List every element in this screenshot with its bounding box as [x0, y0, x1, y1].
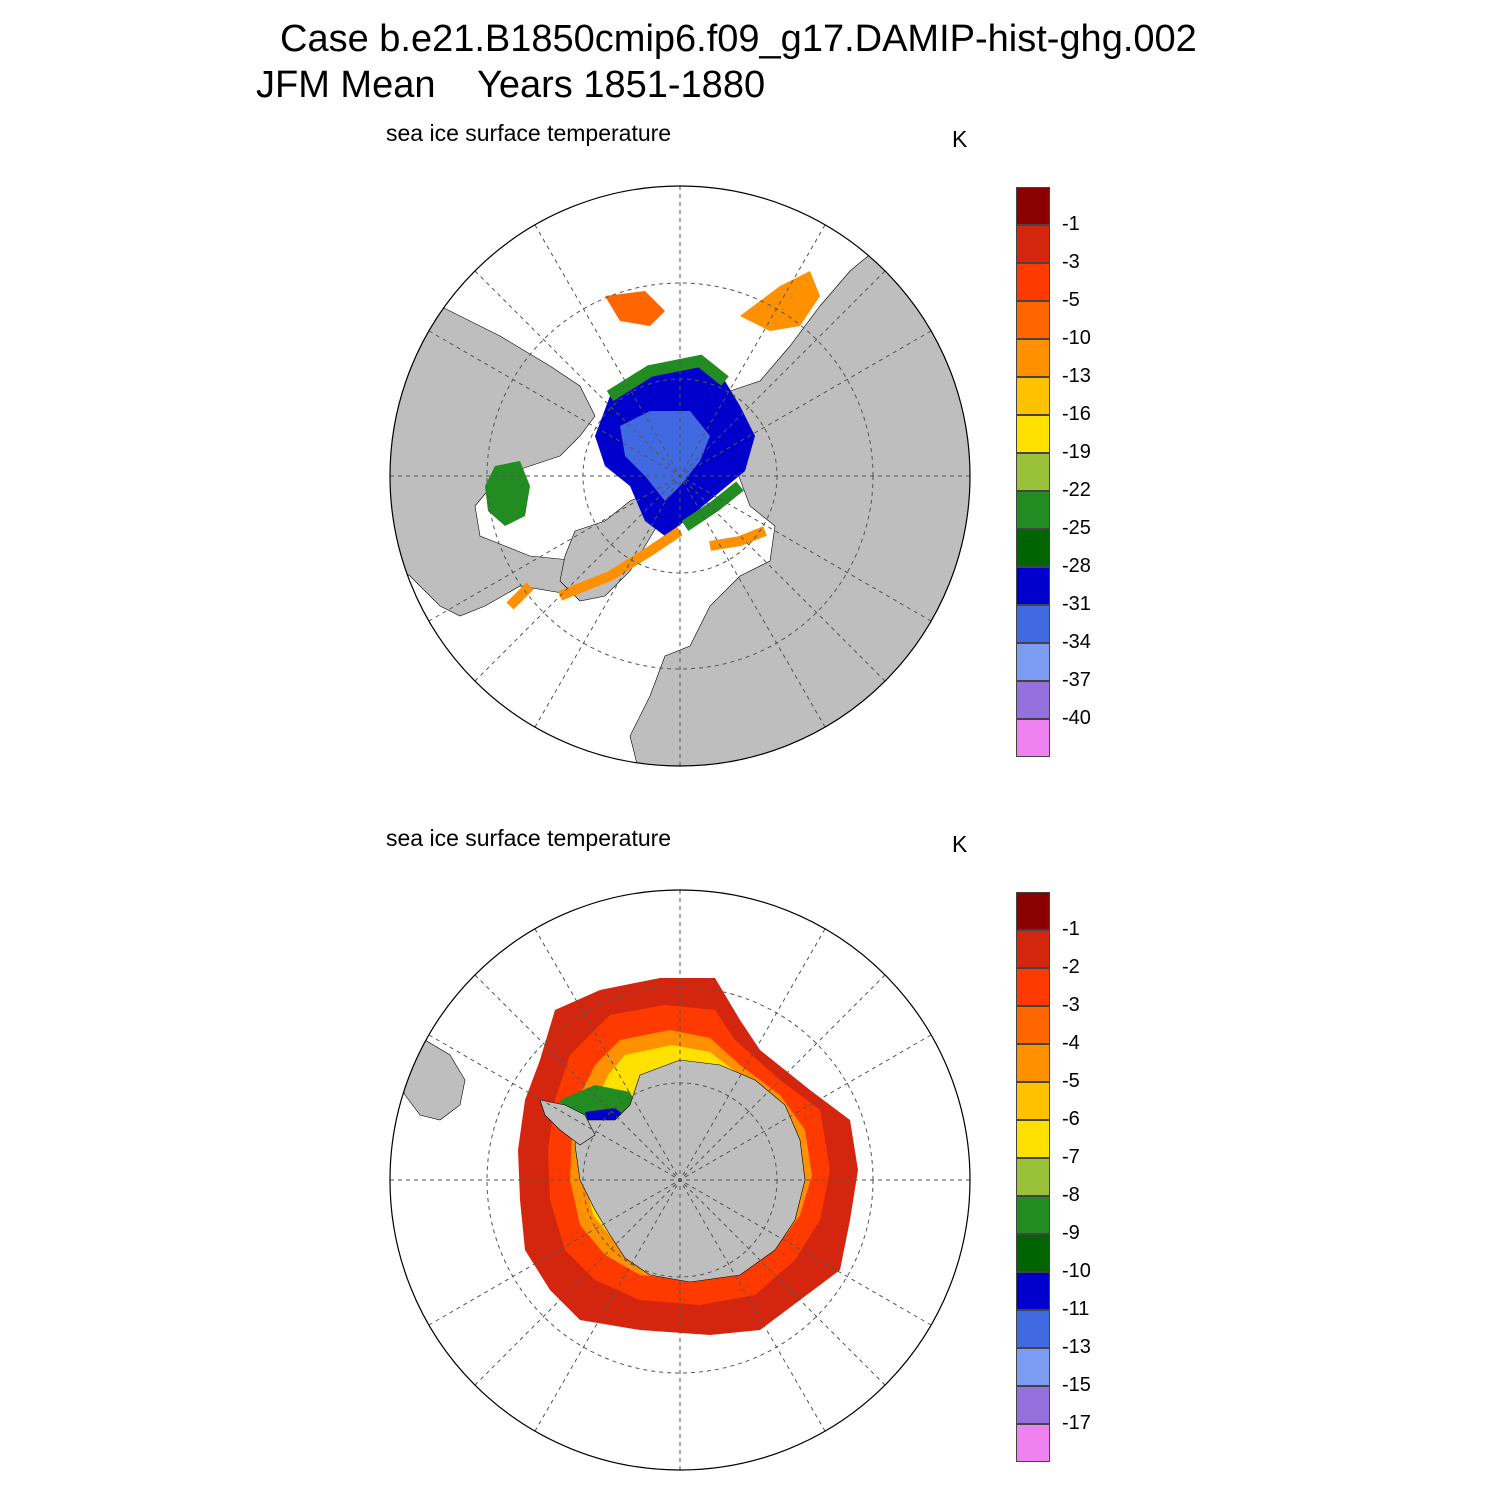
south-colorbar-swatch	[1016, 1234, 1050, 1272]
north-colorbar-label: -25	[1062, 517, 1091, 539]
north-ice-okhotsk	[740, 271, 820, 331]
north-colorbar-label: -13	[1062, 365, 1091, 387]
south-units-label: K	[952, 831, 968, 857]
north-colorbar-label: -5	[1062, 289, 1080, 311]
north-polar-map	[389, 185, 971, 767]
south-colorbar-label: -3	[1062, 994, 1080, 1016]
north-variable-label: sea ice surface temperature	[386, 120, 672, 146]
north-colorbar-label: -22	[1062, 479, 1091, 501]
south-colorbar-swatch	[1016, 1120, 1050, 1158]
north-colorbar-label: -31	[1062, 593, 1091, 615]
south-colorbar-label: -2	[1062, 956, 1080, 978]
north-colorbar-swatch	[1016, 339, 1050, 377]
north-ice-ring-green	[606, 354, 744, 531]
south-colorbar-swatch	[1016, 1310, 1050, 1348]
south-colorbar-label: -4	[1062, 1032, 1080, 1054]
south-colorbar-label: -9	[1062, 1222, 1080, 1244]
south-colorbar-swatch	[1016, 1158, 1050, 1196]
north-colorbar-swatch	[1016, 643, 1050, 681]
south-colorbar-swatch	[1016, 1348, 1050, 1386]
south-colorbar-label: -6	[1062, 1108, 1080, 1130]
north-colorbar-swatch	[1016, 529, 1050, 567]
north-colorbar-label: -19	[1062, 441, 1091, 463]
north-colorbar-swatch	[1016, 605, 1050, 643]
north-colorbar-swatch	[1016, 301, 1050, 339]
south-colorbar-swatch	[1016, 1196, 1050, 1234]
north-colorbar-swatch	[1016, 225, 1050, 263]
north-units-label: K	[952, 126, 968, 152]
north-colorbar-label: -28	[1062, 555, 1091, 577]
north-colorbar-label: -10	[1062, 327, 1091, 349]
north-colorbar-swatch	[1016, 263, 1050, 301]
period-title: JFM Mean Years 1851-1880	[256, 64, 766, 106]
south-colorbar-label: -7	[1062, 1146, 1080, 1168]
south-colorbar-swatch	[1016, 892, 1050, 930]
south-colorbar-label: -10	[1062, 1260, 1091, 1282]
north-colorbar-swatch	[1016, 415, 1050, 453]
south-colorbar-swatch	[1016, 1272, 1050, 1310]
north-colorbar-swatch	[1016, 681, 1050, 719]
south-polar-map	[389, 889, 971, 1471]
north-land-eurasia	[629, 245, 970, 766]
north-colorbar-label: -16	[1062, 403, 1091, 425]
south-colorbar-swatch	[1016, 1006, 1050, 1044]
north-graticule	[390, 186, 970, 766]
south-colorbar-label: -15	[1062, 1374, 1091, 1396]
north-colorbar-swatch	[1016, 187, 1050, 225]
south-colorbar-swatch	[1016, 1044, 1050, 1082]
south-colorbar-label: -17	[1062, 1412, 1091, 1434]
south-land-peninsula	[539, 1099, 596, 1146]
north-ice-bering	[605, 291, 665, 326]
south-graticule	[390, 890, 970, 1470]
south-colorbar-swatch	[1016, 1386, 1050, 1424]
case-title: Case b.e21.B1850cmip6.f09_g17.DAMIP-hist…	[280, 18, 1197, 60]
south-colorbar-swatch	[1016, 1424, 1050, 1462]
north-colorbar-label: -34	[1062, 631, 1091, 653]
south-colorbar-swatch	[1016, 968, 1050, 1006]
south-colorbar-label: -11	[1062, 1298, 1090, 1320]
north-ice-hudson	[485, 461, 530, 526]
south-colorbar-label: -13	[1062, 1336, 1091, 1358]
north-colorbar-label: -40	[1062, 707, 1091, 729]
north-colorbar-swatch	[1016, 719, 1050, 757]
south-colorbar-label: -8	[1062, 1184, 1080, 1206]
south-colorbar-label: -1	[1062, 918, 1080, 940]
south-colorbar-swatch	[1016, 1082, 1050, 1120]
north-colorbar-label: -3	[1062, 251, 1080, 273]
south-colorbar-label: -5	[1062, 1070, 1080, 1092]
north-map-border	[389, 185, 971, 767]
north-colorbar-label: -1	[1062, 213, 1080, 235]
north-ice-core	[620, 411, 710, 501]
north-colorbar-swatch	[1016, 491, 1050, 529]
north-colorbar-swatch	[1016, 377, 1050, 415]
south-map-border	[389, 889, 971, 1471]
south-colorbar-swatch	[1016, 930, 1050, 968]
north-colorbar-swatch	[1016, 453, 1050, 491]
north-colorbar-label: -37	[1062, 669, 1091, 691]
north-colorbar-swatch	[1016, 567, 1050, 605]
north-land-americas	[390, 295, 611, 617]
south-variable-label: sea ice surface temperature	[386, 825, 672, 851]
